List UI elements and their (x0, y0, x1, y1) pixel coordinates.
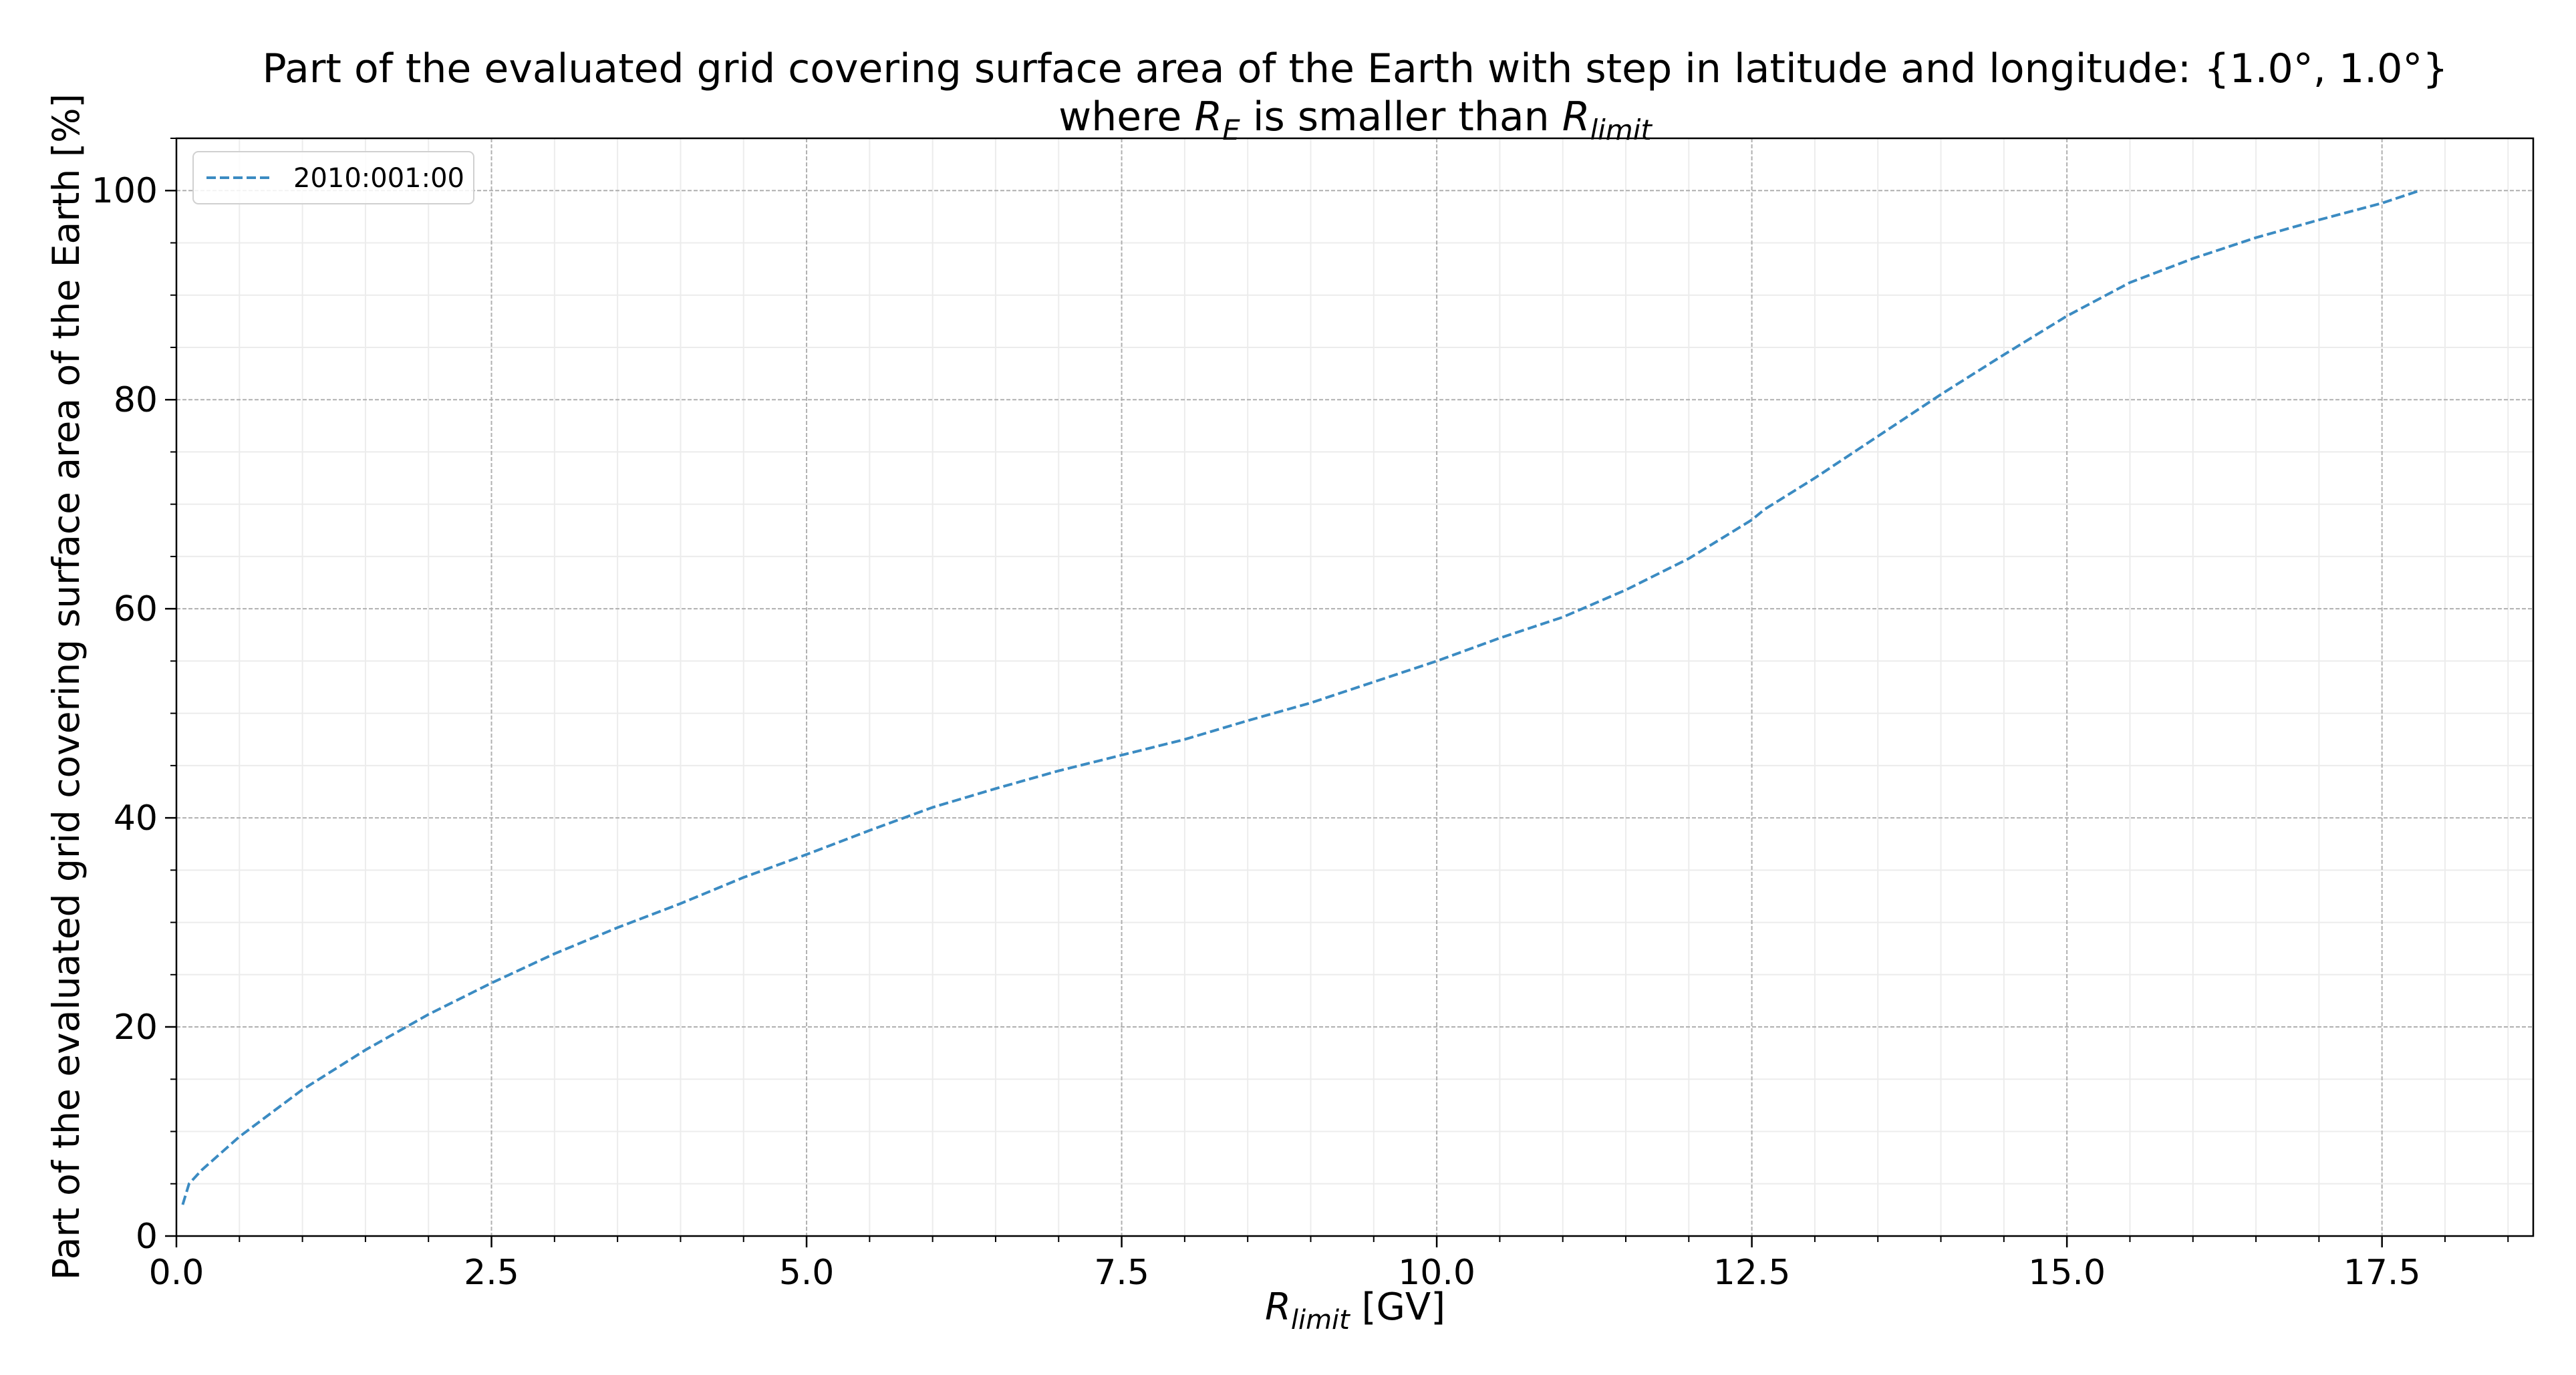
chart-subtitle: where RE is smaller than Rlimit (1058, 94, 1653, 146)
title-symbol: R (1195, 94, 1223, 140)
x-tick-label: 12.5 (1713, 1253, 1791, 1293)
x-label-subscript: limit (1291, 1305, 1350, 1336)
y-tick-label: 40 (114, 798, 158, 838)
y-axis-label: Part of the evaluated grid covering surf… (45, 94, 88, 1280)
x-label-unit: [GV] (1350, 1285, 1445, 1329)
legend-label: 2010:001:00 (293, 163, 464, 194)
y-tick-label: 20 (114, 1008, 158, 1048)
data-line (181, 189, 2420, 1205)
y-tick-label: 60 (114, 589, 158, 629)
y-tick-label: 100 (92, 171, 158, 211)
x-tick-label: 10.0 (1398, 1253, 1475, 1293)
x-axis-label: Rlimit [GV] (1265, 1285, 1445, 1336)
y-tick-label: 80 (114, 380, 158, 420)
x-label-symbol: R (1265, 1285, 1291, 1329)
chart-title: Part of the evaluated grid covering surf… (262, 45, 2448, 92)
x-tick-label: 17.5 (2343, 1253, 2421, 1293)
legend-box (192, 151, 474, 204)
x-tick-label: 0.0 (149, 1253, 204, 1293)
x-tick-label: 15.0 (2028, 1253, 2106, 1293)
plot-frame (175, 137, 2535, 1237)
x-tick-label: 2.5 (464, 1253, 519, 1293)
title-subscript: E (1222, 114, 1240, 146)
title-text: where (1058, 94, 1194, 140)
title-subscript: limit (1590, 114, 1653, 146)
x-tick-label: 7.5 (1094, 1253, 1149, 1293)
x-tick-label: 5.0 (779, 1253, 835, 1293)
title-symbol: R (1562, 94, 1590, 140)
title-text: is smaller than (1240, 94, 1562, 140)
y-tick-label: 0 (136, 1217, 158, 1257)
legend: 2010:001:00 (192, 151, 474, 204)
